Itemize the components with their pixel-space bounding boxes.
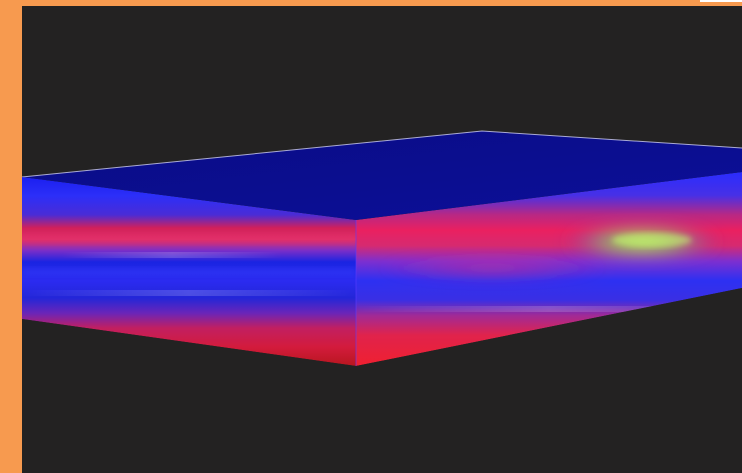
slab-top-edge [22,130,742,178]
slab-right-face [356,172,742,366]
slab-top-face [22,131,742,220]
slab-render [22,6,742,473]
render-viewport [22,6,742,473]
slab-left-face [22,177,356,366]
